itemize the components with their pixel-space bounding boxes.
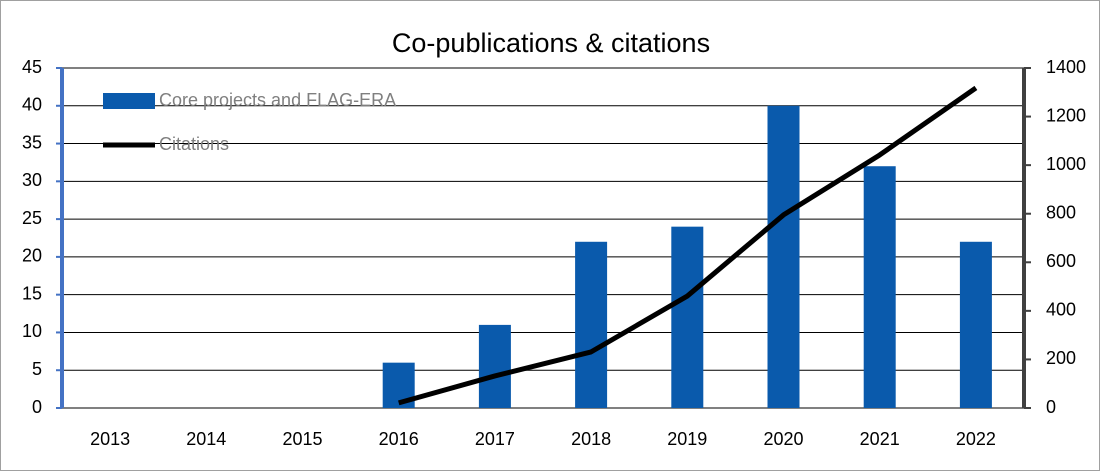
y-tick-label: 30	[22, 170, 42, 190]
x-tick-label: 2019	[667, 429, 707, 449]
bar	[767, 105, 800, 409]
y2-tick-label: 600	[1046, 251, 1076, 271]
x-tick-label: 2022	[956, 429, 996, 449]
bar	[959, 241, 992, 408]
y-tick-label: 0	[32, 397, 42, 417]
y2-tick-label: 800	[1046, 202, 1076, 222]
y-tick-label: 15	[22, 283, 42, 303]
y2-tick-label: 0	[1046, 397, 1056, 417]
legend-swatch	[103, 93, 155, 109]
y2-tick-label: 1000	[1046, 154, 1086, 174]
y-tick-label: 45	[22, 57, 42, 77]
y2-tick-label: 400	[1046, 300, 1076, 320]
x-tick-label: 2015	[282, 429, 322, 449]
bar	[478, 324, 511, 408]
x-tick-label: 2014	[186, 429, 226, 449]
y2-tick-label: 1200	[1046, 105, 1086, 125]
bar	[671, 226, 704, 408]
y-tick-label: 20	[22, 246, 42, 266]
bar	[863, 166, 896, 408]
y-tick-label: 35	[22, 132, 42, 152]
x-tick-label: 2017	[475, 429, 515, 449]
legend-label: Core projects and FLAG-ERA	[159, 90, 396, 110]
x-tick-label: 2016	[379, 429, 419, 449]
y2-tick-label: 1400	[1046, 57, 1086, 77]
chart-title: Co-publications & citations	[392, 28, 710, 58]
y-tick-label: 10	[22, 321, 42, 341]
x-tick-label: 2018	[571, 429, 611, 449]
x-tick-label: 2013	[90, 429, 130, 449]
y-tick-label: 25	[22, 208, 42, 228]
y-tick-label: 5	[32, 359, 42, 379]
line	[398, 85, 978, 406]
y2-tick-label: 200	[1046, 348, 1076, 368]
x-tick-label: 2021	[860, 429, 900, 449]
y-tick-label: 40	[22, 95, 42, 115]
bar	[575, 241, 608, 408]
x-tick-label: 2020	[763, 429, 803, 449]
legend-label: Citations	[159, 134, 229, 154]
